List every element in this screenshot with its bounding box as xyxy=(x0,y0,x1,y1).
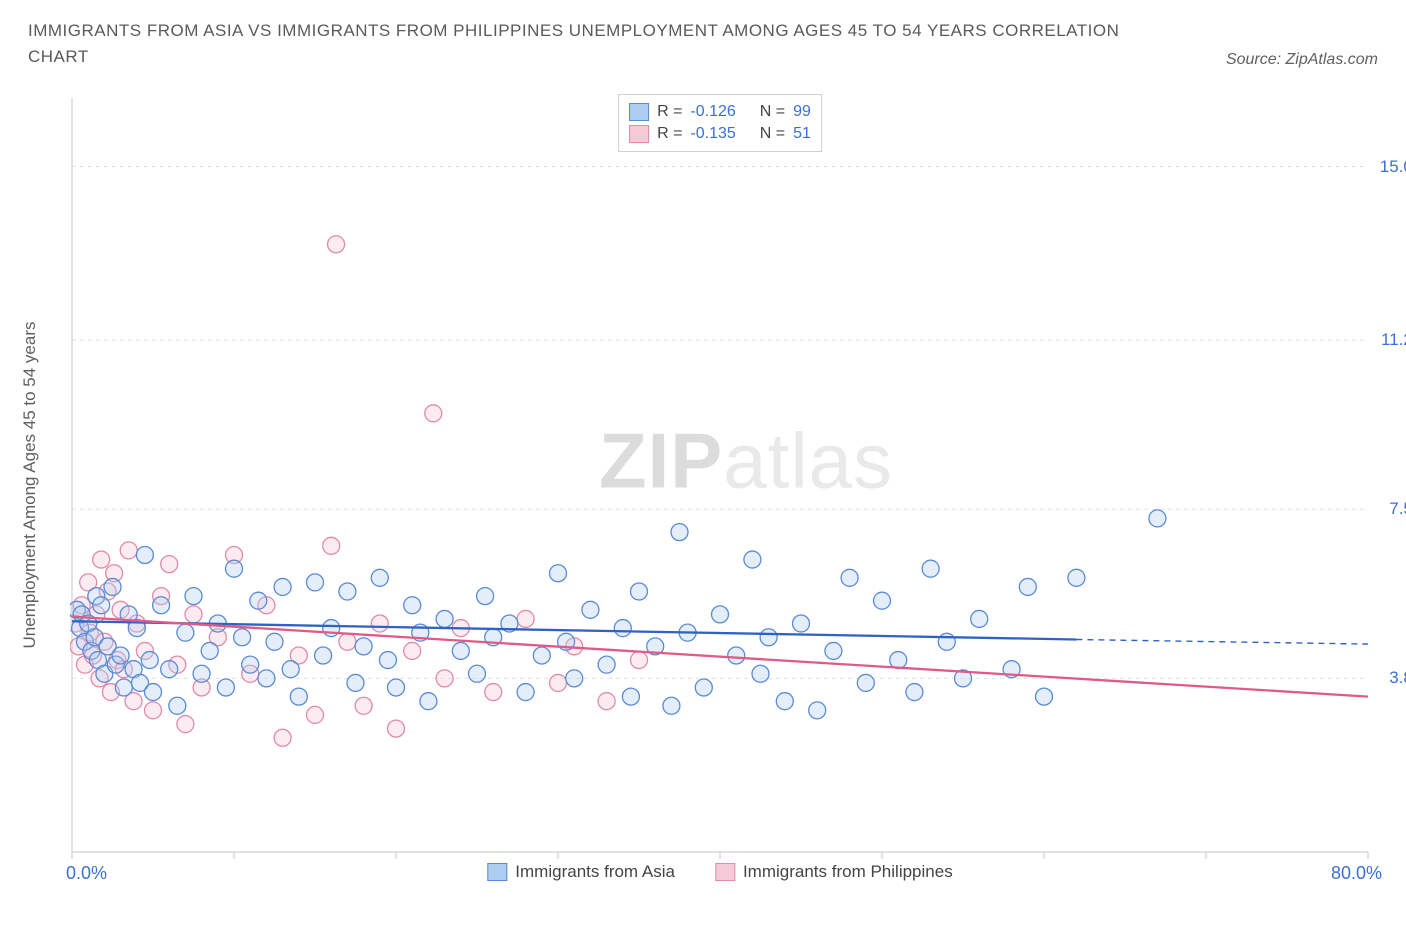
n-value-philippines: 51 xyxy=(793,125,811,143)
legend-row-asia: R = -0.126 N = 99 xyxy=(629,101,811,123)
swatch-philippines-icon xyxy=(715,863,735,881)
legend-label-philippines: Immigrants from Philippines xyxy=(743,862,953,882)
legend-item-asia: Immigrants from Asia xyxy=(487,862,675,882)
scatter-plot: ZIPatlas R = -0.126 N = 99 R = -0.135 N … xyxy=(70,90,1370,880)
legend-label-asia: Immigrants from Asia xyxy=(515,862,675,882)
plot-svg xyxy=(70,90,1370,880)
swatch-asia xyxy=(629,103,649,121)
chart-title: IMMIGRANTS FROM ASIA VS IMMIGRANTS FROM … xyxy=(28,18,1128,69)
n-value-asia: 99 xyxy=(793,103,811,121)
swatch-philippines xyxy=(629,125,649,143)
x-axis-max: 80.0% xyxy=(1331,863,1382,884)
legend-row-philippines: R = -0.135 N = 51 xyxy=(629,123,811,145)
r-value-philippines: -0.135 xyxy=(690,125,735,143)
y-tick-label: 3.8% xyxy=(1389,668,1406,688)
source-attribution: Source: ZipAtlas.com xyxy=(1226,51,1378,69)
legend-item-philippines: Immigrants from Philippines xyxy=(715,862,953,882)
chart-header: IMMIGRANTS FROM ASIA VS IMMIGRANTS FROM … xyxy=(0,0,1406,77)
y-axis-label: Unemployment Among Ages 45 to 54 years xyxy=(20,322,40,649)
y-tick-label: 11.2% xyxy=(1381,330,1406,350)
r-value-asia: -0.126 xyxy=(690,103,735,121)
swatch-asia-icon xyxy=(487,863,507,881)
y-tick-label: 15.0% xyxy=(1380,157,1406,177)
chart-container: Unemployment Among Ages 45 to 54 years Z… xyxy=(60,90,1380,880)
series-legend: Immigrants from Asia Immigrants from Phi… xyxy=(487,862,952,882)
correlation-legend: R = -0.126 N = 99 R = -0.135 N = 51 xyxy=(618,94,822,152)
x-axis-min: 0.0% xyxy=(66,863,107,884)
y-tick-label: 7.5% xyxy=(1389,499,1406,519)
